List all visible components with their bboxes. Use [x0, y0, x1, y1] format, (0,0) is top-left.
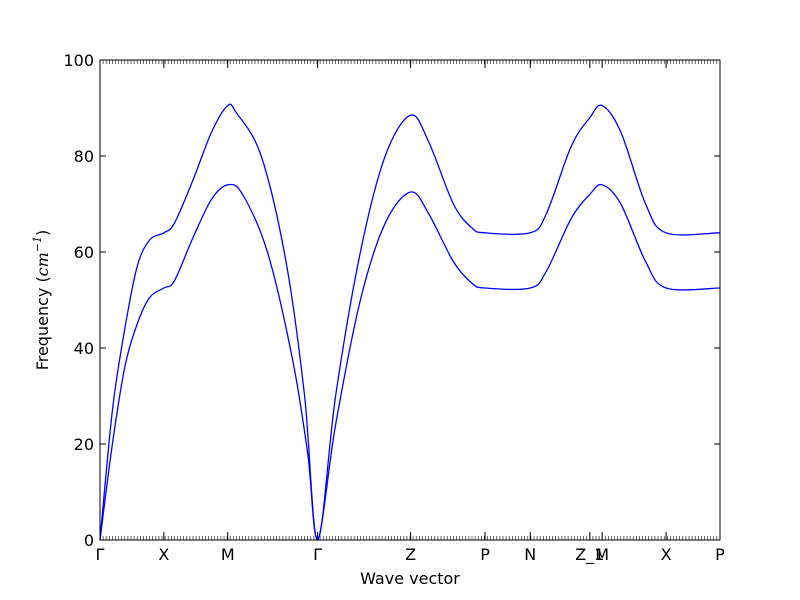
- x-tick-label: M: [595, 545, 609, 564]
- y-tick-labels: 0 20 40 60 80 100: [63, 51, 94, 550]
- y-axis-label: Frequency (cm−1): [31, 230, 52, 371]
- y-tick-label: 80: [74, 147, 94, 166]
- x-tick-label: Z_1: [575, 545, 604, 565]
- y-tick-label: 20: [74, 435, 94, 454]
- x-tick-label: N: [524, 545, 536, 564]
- x-tick-label: M: [221, 545, 235, 564]
- series-line-2: [99, 183, 721, 541]
- y-tick-label: 40: [74, 339, 94, 358]
- y-tick-label: 100: [63, 51, 94, 70]
- y-tick-label: 0: [84, 531, 94, 550]
- y-axis-unit-exponent: −1: [31, 236, 44, 252]
- y-tick-label: 60: [74, 243, 94, 262]
- series-line-1: [99, 103, 721, 541]
- x-tick-labels: Γ X M Γ Z P N Z_1M X P: [96, 545, 726, 565]
- series-group: [99, 103, 721, 541]
- y-axis-label-text: Frequency: [33, 288, 52, 371]
- x-tick-label: Γ: [313, 545, 322, 564]
- axis-ticks: [99, 59, 721, 541]
- x-tick-label: X: [661, 545, 672, 564]
- x-tick-label: P: [715, 545, 725, 564]
- x-tick-label: Γ: [96, 545, 105, 564]
- x-axis-label: Wave vector: [360, 569, 460, 588]
- x-tick-label: X: [158, 545, 169, 564]
- x-tick-label: Z: [405, 545, 416, 564]
- y-axis-unit: cm: [33, 252, 52, 276]
- x-tick-label: P: [480, 545, 490, 564]
- plot-frame: [99, 59, 721, 541]
